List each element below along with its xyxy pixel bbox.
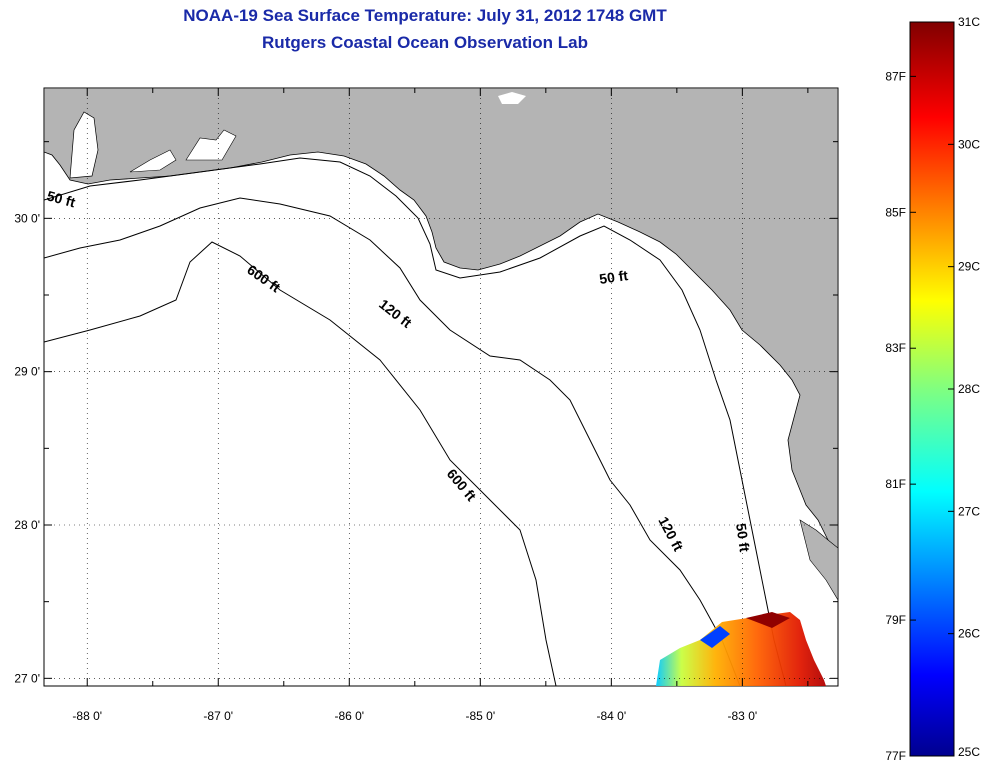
lon-tick-label: -83 0' — [728, 709, 758, 723]
map-title: NOAA-19 Sea Surface Temperature: July 31… — [183, 6, 667, 25]
colorbar — [909, 21, 955, 757]
colorbar-fahrenheit-label: 87F — [885, 69, 906, 83]
colorbar-fahrenheit-label: 79F — [885, 613, 906, 627]
contour-label: 50 ft — [45, 187, 77, 210]
colorbar-fahrenheit-label: 81F — [885, 477, 906, 491]
lon-tick-label: -86 0' — [334, 709, 364, 723]
colorbar-fahrenheit-label: 77F — [885, 749, 906, 763]
bay-inlet — [69, 111, 99, 179]
lon-tick-label: -84 0' — [597, 709, 627, 723]
map-axes: 30 0' 29 0' 28 0' 27 0' -88 0' -87 0' -86 0' -8… — [14, 88, 838, 723]
colorbar-celsius-label: 29C — [958, 260, 980, 274]
colorbar-celsius-label: 30C — [958, 137, 980, 151]
colorbar-fahrenheit-label: 85F — [885, 205, 906, 219]
contour-label: 50 ft — [733, 522, 753, 553]
bay-inlet — [129, 149, 177, 173]
contour-120ft — [44, 197, 741, 686]
sst-warm-spot — [746, 612, 790, 628]
map-subtitle: Rutgers Coastal Ocean Observation Lab — [262, 33, 588, 52]
colorbar-celsius-label: 25C — [958, 745, 980, 759]
lon-tick-label: -88 0' — [72, 709, 102, 723]
colorbar-celsius-label: 28C — [958, 382, 980, 396]
lake — [498, 92, 526, 104]
colorbar-celsius-label: 31C — [958, 15, 980, 29]
colorbar-labels: 31C 30C 29C 28C 27C 26C 25C 87F 85F 83F 81F 79F 77F — [885, 15, 980, 763]
contour-label: 50 ft — [598, 267, 629, 287]
colorbar-celsius-label: 27C — [958, 504, 980, 518]
lat-tick-label: 27 0' — [14, 671, 40, 685]
lon-tick-label: -85 0' — [465, 709, 495, 723]
lon-tick-label: -87 0' — [203, 709, 233, 723]
lat-tick-label: 29 0' — [14, 365, 40, 379]
bay-inlet — [185, 129, 237, 161]
sst-cool-spot — [700, 626, 730, 648]
colorbar-fahrenheit-label: 83F — [885, 341, 906, 355]
sst-data-patch — [656, 612, 826, 686]
contour-600ft — [44, 241, 557, 686]
land-mass — [799, 519, 838, 601]
lat-tick-label: 28 0' — [14, 518, 40, 532]
lat-tick-label: 30 0' — [14, 211, 40, 225]
contour-50ft — [44, 157, 787, 686]
colorbar-celsius-label: 26C — [958, 627, 980, 641]
